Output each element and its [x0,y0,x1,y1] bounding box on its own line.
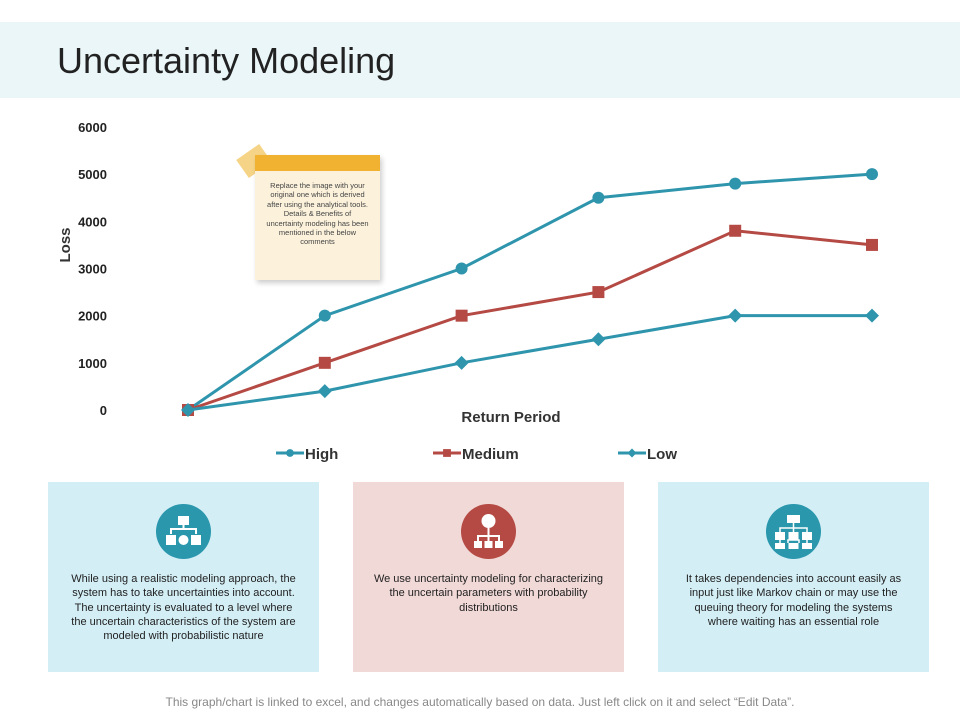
data-point-low[interactable] [865,308,879,323]
legend-label-medium: Medium [462,446,519,463]
data-point-medium[interactable] [455,309,468,322]
x-axis-label: Return Period [461,409,560,426]
header-band [0,22,960,98]
note-band [255,155,380,171]
data-point-medium[interactable] [318,356,331,369]
data-point-high[interactable] [318,309,331,322]
y-tick-label: 2000 [78,309,107,324]
legend-label-low: Low [647,446,677,463]
data-point-low[interactable] [591,332,606,347]
data-point-low[interactable] [454,355,469,370]
data-point-high[interactable] [455,262,468,275]
card-uncertainty-modeling: We use uncertainty modeling for characte… [353,482,624,672]
y-tick-label: 3000 [78,262,107,277]
data-point-medium[interactable] [729,224,742,237]
series-line-high[interactable] [187,172,873,412]
flowchart-icon [156,504,211,559]
note-text: Replace the image with your original one… [266,181,369,247]
data-point-high[interactable] [729,177,742,190]
org-chart-icon [766,504,821,559]
y-tick-label: 5000 [78,167,107,182]
line-chart[interactable]: 0 1000 2000 3000 4000 5000 6000 Return Period Lo… [0,100,960,480]
y-tick-label: 0 [100,403,107,418]
card-text: While using a realistic modeling approac… [71,573,296,643]
footer-note: This graph/chart is linked to excel, and… [165,695,795,709]
data-point-low[interactable] [317,384,332,399]
y-tick-label: 1000 [78,356,107,371]
y-axis-label: Loss [57,227,74,262]
legend-label-high: High [305,446,338,463]
sticky-note: Replace the image with your original one… [255,155,380,280]
data-point-low[interactable] [728,308,743,323]
page-title: Uncertainty Modeling [57,40,396,81]
card-text: It takes dependencies into account easil… [685,573,902,628]
y-tick-label: 4000 [78,214,107,229]
card-dependencies: It takes dependencies into account easil… [658,482,929,672]
series-line-medium[interactable] [187,229,873,412]
data-point-medium[interactable] [592,286,605,299]
card-realistic-modeling: While using a realistic modeling approac… [48,482,319,672]
legend-marker-medium[interactable] [443,449,451,457]
hierarchy-icon [461,504,516,559]
legend-marker-high[interactable] [286,449,294,457]
series-line-low[interactable] [187,314,872,412]
data-point-high[interactable] [866,168,878,181]
card-text: We use uncertainty modeling for characte… [373,573,604,614]
legend-marker-low[interactable] [627,448,637,458]
y-tick-label: 6000 [78,120,107,135]
data-point-medium[interactable] [866,238,878,251]
data-point-low[interactable] [181,403,195,417]
data-point-high[interactable] [592,191,605,204]
